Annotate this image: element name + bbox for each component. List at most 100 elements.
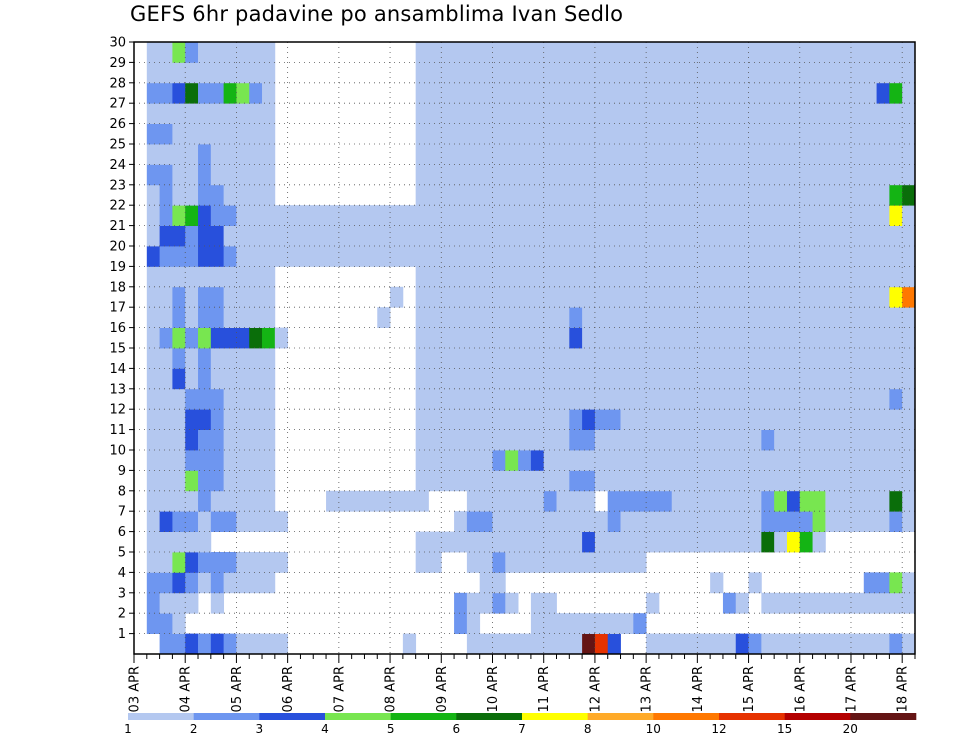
heatmap-cell [671, 368, 685, 390]
heatmap-cell [838, 470, 852, 492]
heatmap-cell [607, 409, 621, 430]
heatmap-cell [825, 286, 839, 308]
heatmap-cell [236, 450, 250, 471]
heatmap-cell [454, 592, 468, 614]
heatmap-cell [530, 490, 545, 512]
x-tick-label: 12 APR [588, 666, 603, 712]
heatmap-cell [582, 205, 596, 226]
heatmap-cell [735, 511, 749, 532]
heatmap-cell [159, 62, 173, 84]
heatmap-cell [863, 82, 877, 104]
x-tick-label: 10 APR [486, 666, 501, 712]
y-tick-label: 11 [109, 423, 126, 438]
heatmap-cell [607, 552, 621, 573]
heatmap-cell [786, 429, 801, 451]
heatmap-cell [274, 327, 289, 349]
heatmap-cell [774, 409, 788, 430]
heatmap-cell [902, 490, 916, 512]
heatmap-cell [786, 144, 801, 165]
heatmap-cell [876, 450, 890, 471]
heatmap-cell [633, 409, 647, 430]
heatmap-cell [505, 62, 519, 84]
heatmap-cell [850, 490, 865, 512]
heatmap-cell [646, 144, 660, 165]
heatmap-cell [633, 266, 647, 288]
heatmap-cell [428, 348, 442, 369]
heatmap-cell [210, 368, 225, 390]
heatmap-cell [556, 327, 570, 349]
x-tick-label: 04 APR [179, 666, 194, 712]
heatmap-cell [569, 266, 583, 288]
heatmap-cell [646, 633, 660, 655]
heatmap-cell [876, 470, 890, 492]
heatmap-cell [902, 592, 916, 614]
heatmap-cell [249, 286, 263, 308]
heatmap-cell [198, 205, 212, 226]
heatmap-cell [889, 225, 903, 247]
heatmap-cell [198, 388, 212, 410]
heatmap-cell [505, 348, 519, 369]
heatmap-cell [518, 470, 532, 492]
heatmap-cell [146, 144, 160, 165]
heatmap-cell [825, 511, 839, 532]
heatmap-cell [249, 572, 263, 594]
heatmap-cell [582, 42, 596, 63]
heatmap-cell [223, 409, 237, 430]
heatmap-cell [863, 266, 877, 288]
heatmap-cell [876, 123, 890, 145]
heatmap-cell [543, 123, 557, 145]
heatmap-cell [671, 164, 685, 186]
heatmap-cell [518, 225, 532, 247]
heatmap-cell [556, 450, 570, 471]
heatmap-cell [876, 307, 890, 328]
heatmap-cell [466, 531, 481, 553]
heatmap-cell [479, 144, 493, 165]
heatmap-cell [492, 205, 506, 226]
y-tick-label: 21 [109, 219, 126, 234]
heatmap-cell [607, 429, 621, 451]
heatmap-cell [249, 409, 263, 430]
heatmap-cell [671, 531, 685, 553]
heatmap-cell [812, 246, 826, 267]
heatmap-cell [505, 429, 519, 451]
heatmap-cell [505, 286, 519, 308]
heatmap-cell [454, 450, 468, 471]
heatmap-cell [198, 490, 212, 512]
heatmap-cell [722, 164, 737, 186]
heatmap-cell [351, 246, 365, 267]
heatmap-cell [620, 327, 634, 349]
heatmap-cell [402, 246, 417, 267]
heatmap-cells [146, 42, 916, 655]
heatmap-cell [594, 368, 609, 390]
heatmap-cell [620, 531, 634, 553]
heatmap-cell [620, 470, 634, 492]
heatmap-cell [684, 388, 698, 410]
heatmap-cell [889, 205, 903, 226]
heatmap-cell [684, 450, 698, 471]
heatmap-cell [786, 103, 801, 124]
heatmap-cell [159, 286, 173, 308]
heatmap-cell [223, 552, 237, 573]
heatmap-cell [774, 531, 788, 553]
heatmap-cell [735, 123, 749, 145]
heatmap-cell [838, 348, 852, 369]
heatmap-cell [850, 429, 865, 451]
heatmap-cell [428, 307, 442, 328]
heatmap-cell [658, 123, 673, 145]
heatmap-cell [518, 511, 532, 532]
heatmap-cell [761, 103, 775, 124]
heatmap-cell [505, 511, 519, 532]
heatmap-cell [799, 103, 813, 124]
heatmap-cell [902, 450, 916, 471]
heatmap-cell [569, 511, 583, 532]
heatmap-cell [364, 225, 378, 247]
heatmap-cell [825, 246, 839, 267]
heatmap-cell [774, 103, 788, 124]
heatmap-cell [812, 327, 826, 349]
heatmap-cell [748, 42, 762, 63]
heatmap-cell [902, 246, 916, 267]
heatmap-cell [210, 348, 225, 369]
heatmap-cell [402, 633, 417, 655]
heatmap-cell [556, 552, 570, 573]
heatmap-cell [569, 184, 583, 206]
